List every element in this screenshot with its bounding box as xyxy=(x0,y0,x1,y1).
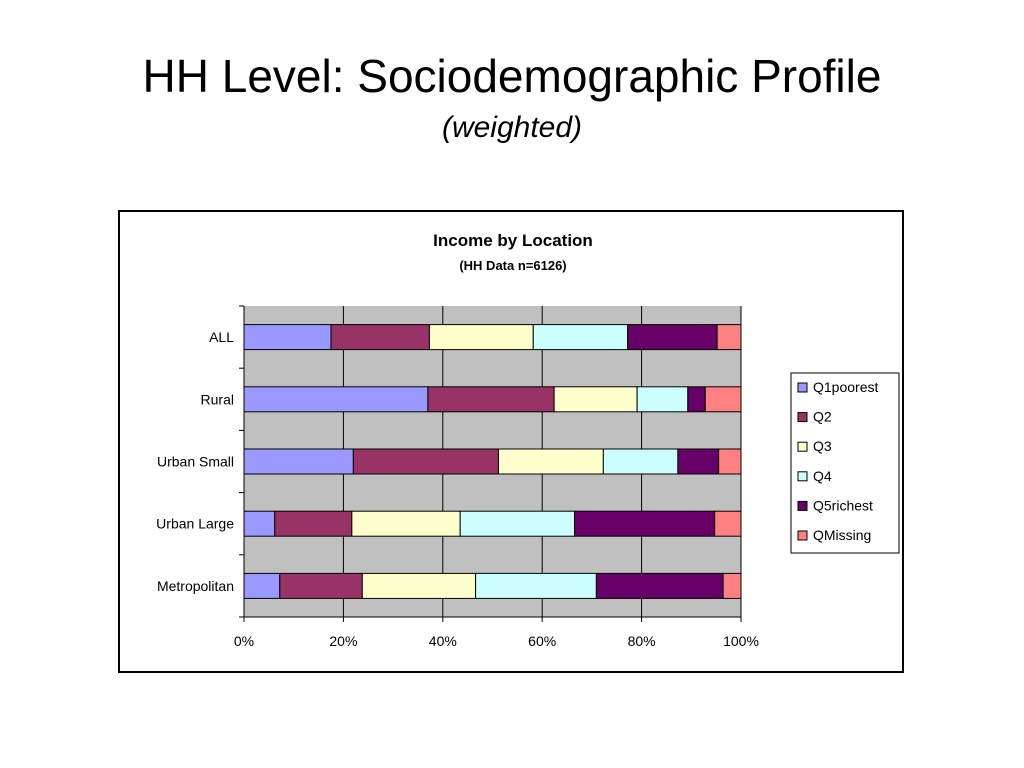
bar-segment xyxy=(351,510,461,537)
legend-swatch xyxy=(797,500,808,511)
slide-title: HH Level: Sociodemographic Profile xyxy=(142,50,882,102)
bar-segment xyxy=(459,510,576,537)
legend-label: Q1poorest xyxy=(813,379,878,395)
bar-segment xyxy=(595,572,724,599)
category-label: Urban Small xyxy=(157,454,234,470)
chart-frame: Income by Location (HH Data n=6126) ALL R… xyxy=(118,210,904,673)
slide-subtitle: (weighted) xyxy=(441,111,583,144)
legend-label: QMissing xyxy=(813,527,871,543)
x-tick-label: 80% xyxy=(628,633,656,649)
x-tick-label: 20% xyxy=(329,633,357,649)
bar-segment xyxy=(352,448,499,475)
bar-segment xyxy=(274,510,353,537)
bar-segment xyxy=(427,386,555,413)
bar-segment xyxy=(243,448,354,475)
bar-segment xyxy=(574,510,716,537)
legend-swatch xyxy=(797,382,808,393)
x-tick-label: 40% xyxy=(429,633,457,649)
bar-segment xyxy=(677,448,720,475)
bar-segment xyxy=(714,510,742,537)
category-label: Metropolitan xyxy=(157,578,234,594)
bar-segment xyxy=(716,324,742,351)
bar-segment xyxy=(704,386,742,413)
legend-label: Q5richest xyxy=(813,497,873,513)
x-tick-label: 60% xyxy=(528,633,556,649)
bar-segment xyxy=(687,386,706,413)
bar-segment xyxy=(243,572,281,599)
bar-segment xyxy=(428,324,534,351)
x-tick-label: 100% xyxy=(723,633,759,649)
bar-segment xyxy=(722,572,742,599)
legend-swatch xyxy=(797,441,808,452)
plot-area: ALL Rural Urban Small Urban Large Metropolit… xyxy=(156,305,759,649)
legend-swatch xyxy=(797,471,808,482)
legend-swatch xyxy=(797,530,808,541)
income-by-location-chart: Income by Location (HH Data n=6126) ALL R… xyxy=(156,231,900,649)
legend-swatch xyxy=(797,412,808,423)
legend-label: Q2 xyxy=(813,409,832,425)
bar-segment xyxy=(279,572,363,599)
bar-segment xyxy=(361,572,477,599)
bar-segment xyxy=(497,448,604,475)
bar-segment xyxy=(532,324,629,351)
bar-segment xyxy=(627,324,718,351)
x-tick-label: 0% xyxy=(234,633,254,649)
bar-segment xyxy=(475,572,597,599)
category-label: ALL xyxy=(209,329,234,345)
bar-segment xyxy=(243,510,276,537)
chart-title: Income by Location xyxy=(433,231,593,250)
bar-segment xyxy=(636,386,689,413)
bar-segment xyxy=(243,386,429,413)
chart-subtitle: (HH Data n=6126) xyxy=(459,258,566,273)
bar-segment xyxy=(602,448,679,475)
category-label: Urban Large xyxy=(156,516,234,532)
bar-segment xyxy=(330,324,430,351)
category-label: Rural xyxy=(201,391,234,407)
bar-segment xyxy=(718,448,742,475)
legend: Q1poorest Q2 Q3 Q4 Q5richest QMissing xyxy=(790,372,900,554)
legend-label: Q3 xyxy=(813,438,832,454)
legend-label: Q4 xyxy=(813,468,832,484)
legend-box xyxy=(790,372,900,554)
bar-segment xyxy=(553,386,638,413)
bar-segment xyxy=(243,324,332,351)
